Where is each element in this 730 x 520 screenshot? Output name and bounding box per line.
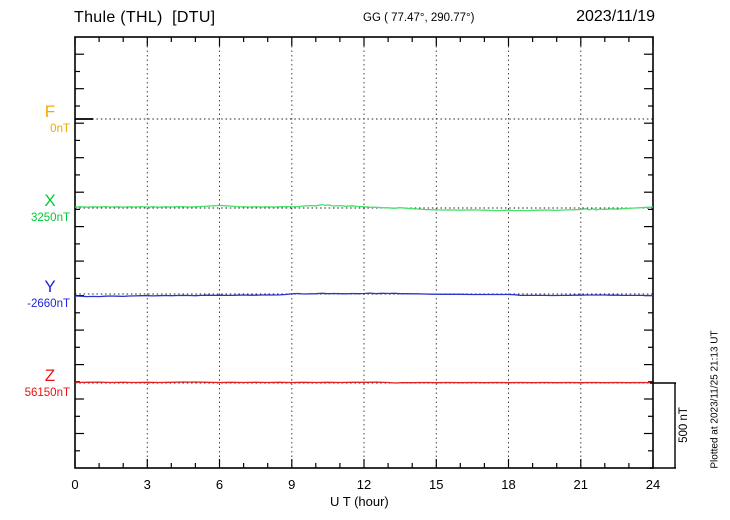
plot-timestamp-watermark: Plotted at 2023/11/25 21:13 UT bbox=[709, 330, 721, 469]
series-baseline-value-Y: -2660nT bbox=[27, 298, 70, 310]
geographic-coordinates: GG ( 77.47°, 290.77°) bbox=[363, 12, 475, 24]
trace-Y bbox=[74, 292, 653, 298]
plot-frame bbox=[74, 36, 654, 469]
x-tick-label-0: 0 bbox=[71, 477, 79, 492]
x-tick-label-15: 15 bbox=[429, 477, 444, 492]
plot-date: 2023/11/19 bbox=[576, 8, 655, 25]
station-title: Thule (THL) [DTU] bbox=[74, 9, 216, 26]
x-axis-title: U T (hour) bbox=[330, 494, 389, 509]
series-baseline-value-F: 0nT bbox=[50, 123, 70, 135]
series-baseline-value-Z: 56150nT bbox=[24, 387, 70, 399]
x-tick-label-3: 3 bbox=[143, 477, 151, 492]
series-letter-X: X bbox=[44, 191, 56, 210]
scale-bar-label: 500 nT bbox=[678, 407, 690, 443]
trace-X bbox=[74, 203, 654, 212]
x-tick-label-18: 18 bbox=[501, 477, 516, 492]
series-letter-Y: Y bbox=[44, 277, 56, 296]
trace-Z bbox=[74, 381, 654, 384]
x-tick-label-9: 9 bbox=[288, 477, 296, 492]
x-tick-label-6: 6 bbox=[215, 477, 224, 492]
x-tick-label-21: 21 bbox=[573, 477, 588, 492]
series-baseline-value-X: 3250nT bbox=[30, 212, 70, 224]
series-letter-F: F bbox=[44, 102, 56, 121]
x-tick-label-12: 12 bbox=[356, 477, 372, 492]
x-tick-label-24: 24 bbox=[645, 477, 661, 492]
series-letter-Z: Z bbox=[44, 366, 56, 385]
